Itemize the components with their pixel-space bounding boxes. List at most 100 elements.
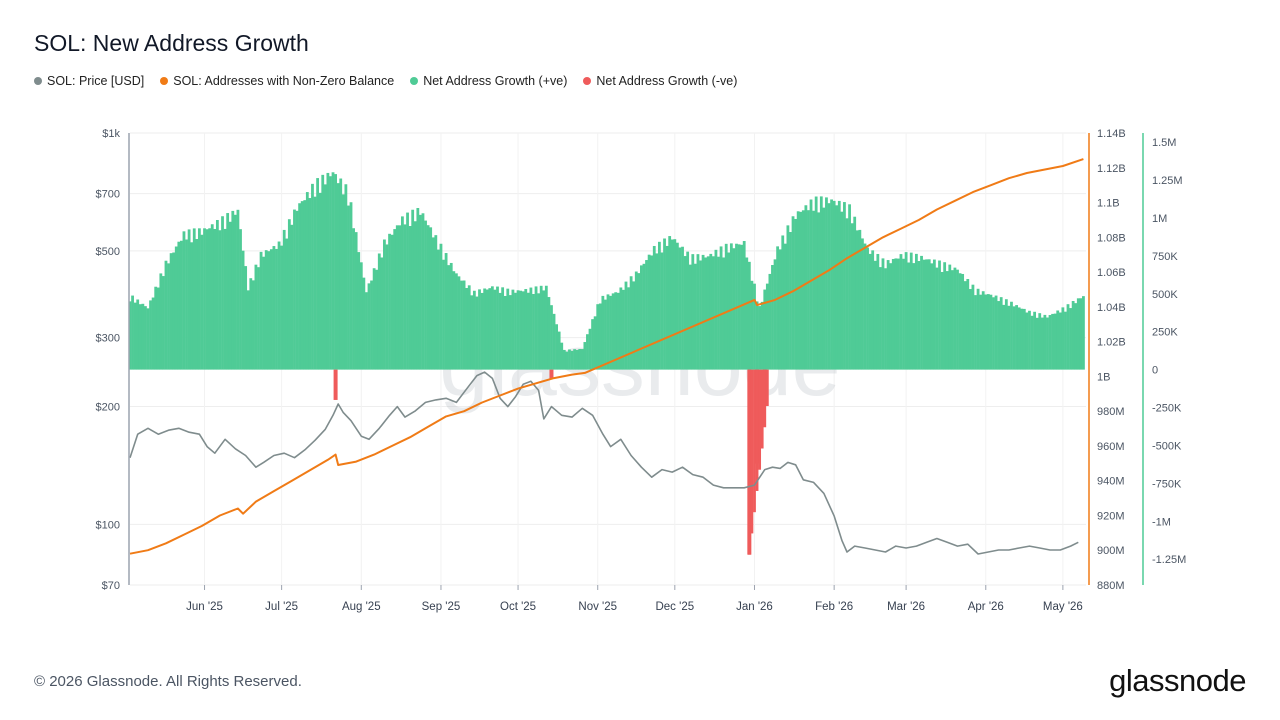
growth-tick-label: -750K [1152, 478, 1182, 490]
bar-positive [385, 244, 389, 370]
bar-positive [760, 301, 764, 370]
bar-positive [164, 260, 168, 370]
bar-positive [475, 296, 479, 370]
legend-item-growth-positive[interactable]: Net Address Growth (+ve) [410, 74, 567, 88]
bar-positive [1046, 317, 1049, 370]
bar-positive [365, 292, 368, 370]
bar-positive [837, 200, 841, 370]
addresses-tick-label: 1.12B [1097, 163, 1126, 175]
bar-positive [675, 242, 679, 370]
bar-positive [236, 209, 240, 370]
bar-positive [683, 256, 687, 370]
bar-positive [200, 234, 204, 370]
bar-positive [192, 228, 196, 370]
bar-positive [601, 295, 605, 370]
bar-positive [804, 205, 808, 370]
bar-positive [861, 238, 864, 370]
bar-positive [809, 199, 813, 370]
bar-positive [894, 258, 898, 370]
bar-positive [290, 224, 294, 370]
bar-positive [591, 319, 594, 370]
legend-item-addresses[interactable]: SOL: Addresses with Non-Zero Balance [160, 74, 394, 88]
bar-positive [812, 210, 815, 370]
legend-item-growth-negative[interactable]: Net Address Growth (-ve) [583, 74, 737, 88]
bar-positive [891, 258, 895, 370]
bar-positive [316, 178, 320, 370]
legend-label-addresses: SOL: Addresses with Non-Zero Balance [173, 74, 395, 88]
bar-positive [647, 254, 651, 370]
bar-positive [668, 236, 672, 370]
bar-positive [300, 201, 304, 370]
bar-positive [930, 263, 934, 370]
glassnode-logo[interactable]: glassnode [1109, 663, 1246, 698]
bar-positive [586, 334, 589, 370]
bar-positive [524, 289, 528, 370]
bar-positive [367, 283, 371, 370]
bar-positive [213, 228, 217, 370]
bar-positive [981, 291, 985, 370]
bar-positive [714, 249, 718, 370]
bar-positive [963, 281, 967, 370]
bar-positive [593, 316, 597, 370]
bar-positive [858, 229, 862, 370]
bar-positive [673, 239, 677, 370]
bar-positive [231, 210, 235, 370]
bar-positive [917, 261, 921, 370]
bar-negative [758, 369, 762, 470]
addresses-tick-label: 1.06B [1097, 267, 1126, 279]
addresses-tick-label: 1.04B [1097, 302, 1126, 314]
bar-positive [539, 285, 543, 370]
bar-positive [254, 264, 258, 370]
bar-positive [992, 297, 995, 370]
legend-dot-growth-positive [410, 77, 419, 85]
bar-positive [257, 267, 260, 370]
x-tick-label: Sep '25 [422, 601, 461, 613]
addresses-tick-label: 1B [1097, 371, 1110, 383]
bar-positive [555, 324, 559, 370]
bar-positive [190, 242, 194, 370]
bar-positive [357, 252, 361, 370]
bar-positive [568, 349, 571, 370]
bar-positive [1082, 296, 1085, 370]
bar-positive [755, 301, 759, 370]
bar-positive [817, 212, 821, 370]
bar-positive [945, 271, 949, 370]
growth-tick-label: -1M [1152, 516, 1171, 528]
x-tick-label: Jan '26 [736, 601, 773, 613]
bar-positive [323, 184, 327, 370]
bar-positive [483, 288, 487, 370]
bar-positive [622, 289, 625, 370]
bar-positive [634, 271, 638, 370]
bar-positive [632, 281, 636, 370]
bar-positive [660, 252, 664, 370]
growth-tick-label: 750K [1152, 251, 1178, 263]
bar-positive [503, 295, 507, 370]
bar-positive [375, 269, 379, 370]
bar-positive [285, 238, 289, 370]
bar-positive [822, 207, 826, 370]
bar-positive [665, 245, 669, 370]
bar-positive [925, 259, 929, 370]
bar-positive [907, 262, 911, 370]
growth-tick-label: 1.5M [1152, 137, 1176, 149]
bar-positive [1012, 306, 1016, 370]
bar-positive [580, 349, 584, 370]
bar-positive [902, 258, 905, 370]
chart-title: SOL: New Address Growth [34, 30, 309, 56]
bar-positive [1053, 313, 1057, 370]
bar-positive [239, 229, 242, 370]
bar-positive [747, 261, 751, 370]
bar-positive [434, 235, 438, 370]
bar-negative [765, 369, 769, 407]
bar-positive [221, 216, 224, 370]
bar-positive [264, 250, 268, 370]
bar-positive [280, 245, 284, 370]
x-tick-label: Jul '25 [265, 601, 298, 613]
legend-item-price[interactable]: SOL: Price [USD] [34, 74, 144, 88]
bar-positive [832, 200, 836, 370]
bar-positive [496, 286, 499, 370]
bar-positive [329, 176, 332, 370]
bar-positive [534, 286, 538, 370]
bar-positive [447, 265, 451, 370]
